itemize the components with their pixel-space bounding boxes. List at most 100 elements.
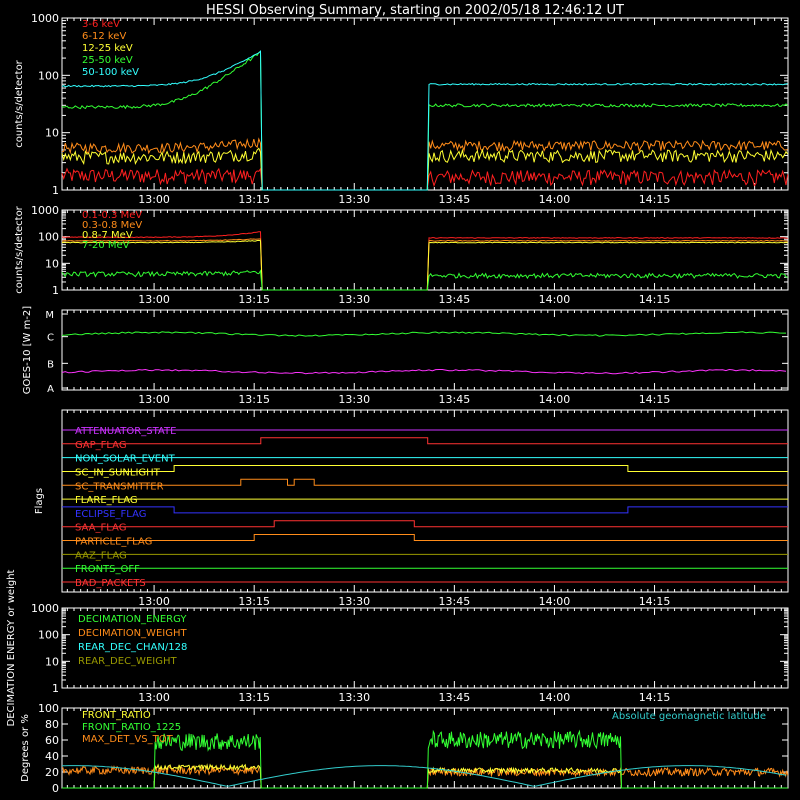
x-tick-label: 13:00: [138, 595, 170, 608]
flag-label: NON_SOLAR_EVENT: [75, 454, 176, 465]
y-axis-label: DECIMATION ENERGY or weight: [6, 569, 17, 726]
y-tick-label: 20: [45, 766, 59, 779]
x-tick-label: 13:45: [439, 293, 471, 306]
y-tick-label: 10: [45, 257, 59, 270]
y-axis-label: counts/s/detector: [14, 205, 25, 293]
series-goes-long: [61, 331, 786, 337]
legend-entry: 25-50 keV: [82, 55, 133, 66]
series-50-100-kev: [61, 49, 788, 191]
x-tick-label: 13:30: [338, 393, 370, 406]
legend-entry: 0.8-7 MeV: [82, 230, 133, 241]
legend-entry: 6-12 keV: [82, 31, 126, 42]
y-tick-label: 1: [52, 284, 59, 297]
x-tick-label: 13:30: [338, 293, 370, 306]
x-tick-label: 14:00: [539, 691, 571, 704]
panel-frame-decimation: [61, 607, 789, 689]
legend-entry: MAX_DET_VS_TOT: [82, 734, 174, 745]
y-tick-label: 100: [38, 702, 59, 715]
x-tick-label: 14:15: [639, 393, 671, 406]
y-tick-label: A: [47, 384, 54, 395]
x-tick-label: 13:15: [238, 193, 270, 206]
y-tick-label: 1: [52, 682, 59, 695]
flag-label: SC_IN_SUNLIGHT: [75, 467, 161, 478]
x-tick-label: 13:30: [338, 595, 370, 608]
flag-label: BAD_PACKETS: [75, 578, 146, 589]
flag-label: ATTENUATOR_STATE: [75, 426, 176, 437]
y-tick-label: 100: [38, 629, 59, 642]
panel-frame-goes: [61, 309, 789, 391]
y-tick-label: 80: [45, 718, 59, 731]
y-tick-label: 1: [52, 184, 59, 197]
legend-entry: 12-25 keV: [82, 43, 133, 54]
x-tick-label: 13:45: [439, 393, 471, 406]
y-tick-label: 1000: [31, 602, 59, 615]
y-axis-label: Flags: [34, 488, 45, 514]
legend-entry: REAR_DEC_WEIGHT: [78, 656, 177, 667]
x-tick-label: 13:45: [439, 691, 471, 704]
y-tick-label: 0: [52, 782, 59, 795]
flag-label: ECLIPSE_FLAG: [75, 509, 146, 520]
x-tick-label: 13:15: [238, 595, 270, 608]
x-tick-label: 13:15: [238, 293, 270, 306]
y-tick-label: B: [47, 359, 54, 370]
flag-line-gap-flag: [62, 437, 788, 445]
legend-entry: DECIMATION_WEIGHT: [78, 628, 187, 639]
plot-title: HESSI Observing Summary, starting on 200…: [206, 3, 624, 18]
legend-entry: REAR_DEC_CHAN/128: [78, 642, 187, 653]
series-7-20-mev: [61, 269, 788, 291]
y-tick-label: 100: [38, 231, 59, 244]
flag-label: FRONTS_OFF: [75, 564, 140, 575]
x-tick-label: 14:00: [539, 595, 571, 608]
x-tick-label: 13:00: [138, 691, 170, 704]
legend-entry: 0.1-0.3 MeV: [82, 210, 142, 221]
y-tick-label: M: [45, 310, 54, 321]
x-tick-label: 13:45: [439, 595, 471, 608]
y-tick-label: 10: [45, 127, 59, 140]
series-geomagnetic-latitude: [61, 765, 787, 787]
flag-line-eclipse-flag: [62, 506, 788, 514]
flag-line-sc-transmitter: [62, 478, 788, 486]
legend-entry: 3-6 keV: [82, 19, 120, 30]
y-axis-label: GOES-10 [W m-2]: [22, 306, 33, 394]
flag-label: SC_TRANSMITTER: [75, 481, 164, 492]
x-tick-label: 14:00: [539, 293, 571, 306]
x-tick-label: 13:30: [338, 691, 370, 704]
y-axis-label: counts/s/detector: [14, 59, 25, 147]
flag-line-particle-flag: [62, 534, 788, 541]
x-tick-label: 13:15: [238, 393, 270, 406]
flag-label: FLARE_FLAG: [75, 495, 138, 506]
x-tick-label: 13:00: [138, 393, 170, 406]
flag-line-sc-in-sunlight: [62, 465, 788, 472]
x-tick-label: 14:15: [639, 293, 671, 306]
y-tick-label: 1000: [31, 204, 59, 217]
x-tick-label: 14:00: [539, 393, 571, 406]
y-tick-label: 1000: [31, 12, 59, 25]
legend-entry: 50-100 keV: [82, 67, 139, 78]
series-front-ratio-1225: [62, 729, 788, 789]
y-tick-label: 60: [45, 734, 59, 747]
legend-entry: FRONT_RATIO: [82, 710, 151, 721]
series-goes-short: [61, 368, 787, 375]
x-tick-label: 13:00: [138, 293, 170, 306]
y-tick-label: C: [47, 333, 54, 344]
x-tick-label: 14:15: [639, 193, 671, 206]
x-tick-label: 13:30: [338, 193, 370, 206]
panel-frame-flags: [61, 409, 789, 593]
x-tick-label: 13:00: [138, 193, 170, 206]
x-tick-label: 13:15: [238, 691, 270, 704]
flag-line-saa-flag: [62, 520, 788, 528]
x-tick-label: 14:15: [639, 595, 671, 608]
x-tick-label: 13:45: [439, 193, 471, 206]
legend-entry: Absolute geomagnetic latitude: [612, 711, 766, 722]
legend-entry: DECIMATION_ENERGY: [78, 614, 187, 625]
legend-entry: 7-20 MeV: [82, 240, 130, 251]
y-tick-label: 10: [45, 655, 59, 668]
x-tick-label: 14:00: [539, 193, 571, 206]
legend-entry: 0.3-0.8 MeV: [82, 220, 142, 231]
flag-label: AAZ_FLAG: [75, 550, 127, 561]
flag-label: SAA_FLAG: [75, 523, 126, 534]
y-tick-label: 100: [38, 69, 59, 82]
x-tick-label: 14:15: [639, 691, 671, 704]
legend-entry: FRONT_RATIO_1225: [82, 722, 181, 733]
